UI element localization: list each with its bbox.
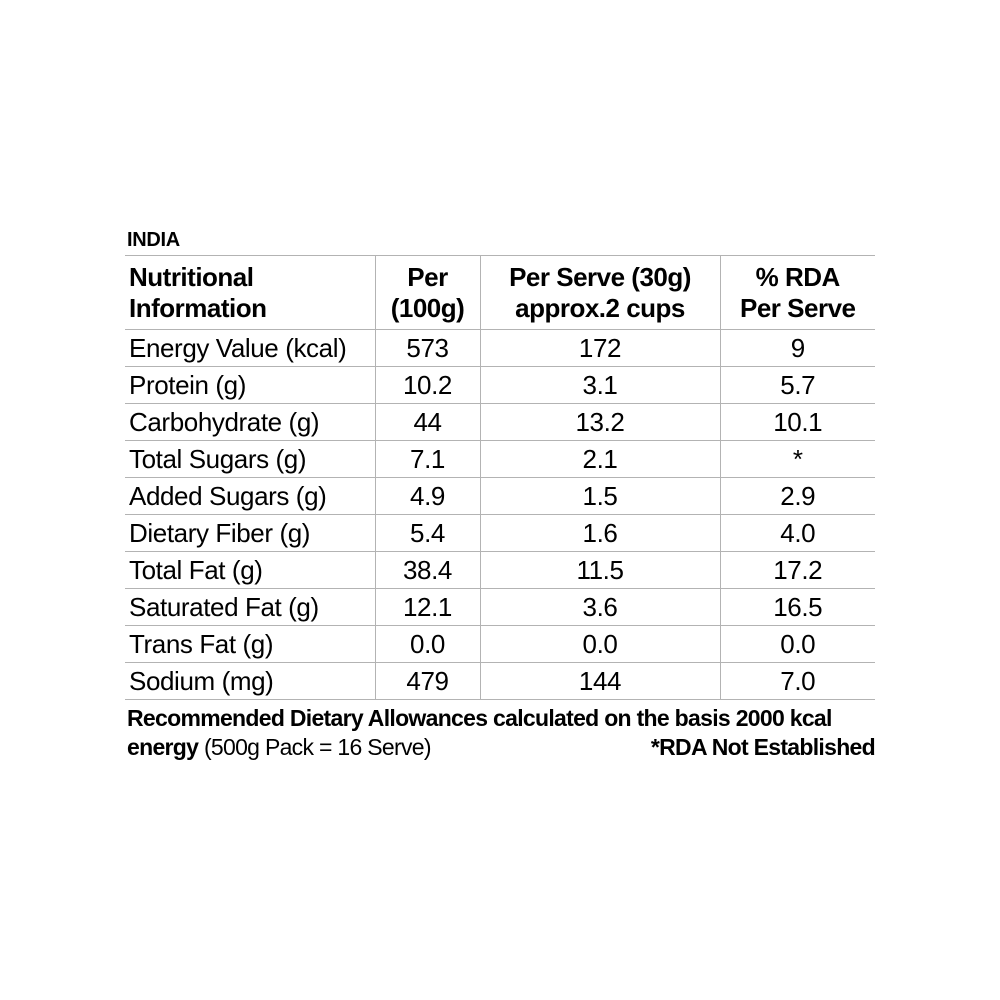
header-line: Nutritional — [129, 261, 254, 292]
footnote-energy-word: energy — [127, 734, 199, 761]
header-line: (100g) — [390, 292, 465, 323]
footnote-pack-info: energy (500g Pack = 16 Serve) — [127, 733, 432, 762]
per-serve-value: 1.5 — [479, 477, 720, 515]
rda-value: 10.1 — [719, 403, 875, 441]
rda-value: 9 — [719, 329, 875, 367]
per-100g-value: 7.1 — [374, 440, 480, 478]
per-serve-value: 3.1 — [479, 366, 720, 404]
per-serve-value: 11.5 — [479, 551, 720, 589]
per-serve-value: 172 — [479, 329, 720, 367]
per-100g-value: 4.9 — [374, 477, 480, 515]
table-row-trans-fat: Trans Fat (g) 0.0 0.0 0.0 — [125, 625, 875, 663]
nutrition-table-body: Energy Value (kcal) 573 172 9 Protein (g… — [125, 329, 875, 700]
header-nutritional-information: Nutritional Information — [125, 255, 375, 330]
header-line: Per Serve — [740, 292, 856, 323]
header-per-100g: Per (100g) — [374, 255, 480, 330]
per-100g-value: 38.4 — [374, 551, 480, 589]
row-label: Total Sugars (g) — [125, 440, 375, 478]
rda-value: * — [719, 440, 875, 478]
region-label: INDIA — [127, 229, 180, 251]
nutrition-table-header: Nutritional Information Per (100g) Per S… — [125, 255, 875, 330]
table-row-added-sugars: Added Sugars (g) 4.9 1.5 2.9 — [125, 477, 875, 515]
header-row: Nutritional Information Per (100g) Per S… — [125, 255, 875, 330]
per-100g-value: 44 — [374, 403, 480, 441]
header-per-serve: Per Serve (30g) approx.2 cups — [479, 255, 720, 330]
row-label: Total Fat (g) — [125, 551, 375, 589]
table-row-saturated-fat: Saturated Fat (g) 12.1 3.6 16.5 — [125, 588, 875, 626]
row-label: Protein (g) — [125, 366, 375, 404]
header-line: % RDA — [755, 261, 841, 292]
row-label: Carbohydrate (g) — [125, 403, 375, 441]
table-row-dietary-fiber: Dietary Fiber (g) 5.4 1.6 4.0 — [125, 514, 875, 552]
per-100g-value: 479 — [374, 662, 480, 700]
table-row-total-sugars: Total Sugars (g) 7.1 2.1 * — [125, 440, 875, 478]
table-row-sodium: Sodium (mg) 479 144 7.0 — [125, 662, 875, 700]
per-100g-value: 0.0 — [374, 625, 480, 663]
table-row-energy: Energy Value (kcal) 573 172 9 — [125, 329, 875, 367]
rda-value: 17.2 — [719, 551, 875, 589]
header-rda-per-serve: % RDA Per Serve — [719, 255, 875, 330]
per-serve-value: 2.1 — [479, 440, 720, 478]
per-serve-value: 3.6 — [479, 588, 720, 626]
footnote-second-line: energy (500g Pack = 16 Serve) *RDA Not E… — [127, 733, 876, 762]
row-label: Added Sugars (g) — [125, 477, 375, 515]
rda-value: 0.0 — [719, 625, 875, 663]
row-label: Dietary Fiber (g) — [125, 514, 375, 552]
rda-value: 2.9 — [719, 477, 875, 515]
header-line: approx.2 cups — [515, 292, 685, 323]
per-100g-value: 10.2 — [374, 366, 480, 404]
per-100g-value: 12.1 — [374, 588, 480, 626]
per-serve-value: 0.0 — [479, 625, 720, 663]
per-serve-value: 1.6 — [479, 514, 720, 552]
row-label: Saturated Fat (g) — [125, 588, 375, 626]
header-line: Information — [129, 292, 267, 323]
rda-value: 5.7 — [719, 366, 875, 404]
footnote: Recommended Dietary Allowances calculate… — [125, 704, 876, 763]
table-row-total-fat: Total Fat (g) 38.4 11.5 17.2 — [125, 551, 875, 589]
nutrition-label-block: INDIA Nutritional Information Per (100g) — [125, 229, 876, 763]
rda-value: 4.0 — [719, 514, 875, 552]
per-100g-value: 573 — [374, 329, 480, 367]
per-100g-value: 5.4 — [374, 514, 480, 552]
footnote-pack-serve: (500g Pack = 16 Serve) — [203, 734, 432, 761]
footnote-rda-not-established: *RDA Not Established — [650, 734, 876, 761]
per-serve-value: 144 — [479, 662, 720, 700]
row-label: Sodium (mg) — [125, 662, 375, 700]
header-line: Per — [407, 261, 448, 292]
row-label: Trans Fat (g) — [125, 625, 375, 663]
table-row-protein: Protein (g) 10.2 3.1 5.7 — [125, 366, 875, 404]
table-row-carbohydrate: Carbohydrate (g) 44 13.2 10.1 — [125, 403, 875, 441]
rda-value: 16.5 — [719, 588, 875, 626]
header-line: Per Serve (30g) — [509, 261, 691, 292]
row-label: Energy Value (kcal) — [125, 329, 375, 367]
footnote-rda-basis: Recommended Dietary Allowances calculate… — [127, 705, 832, 731]
per-serve-value: 13.2 — [479, 403, 720, 441]
rda-value: 7.0 — [719, 662, 875, 700]
nutrition-table: Nutritional Information Per (100g) Per S… — [125, 255, 875, 700]
